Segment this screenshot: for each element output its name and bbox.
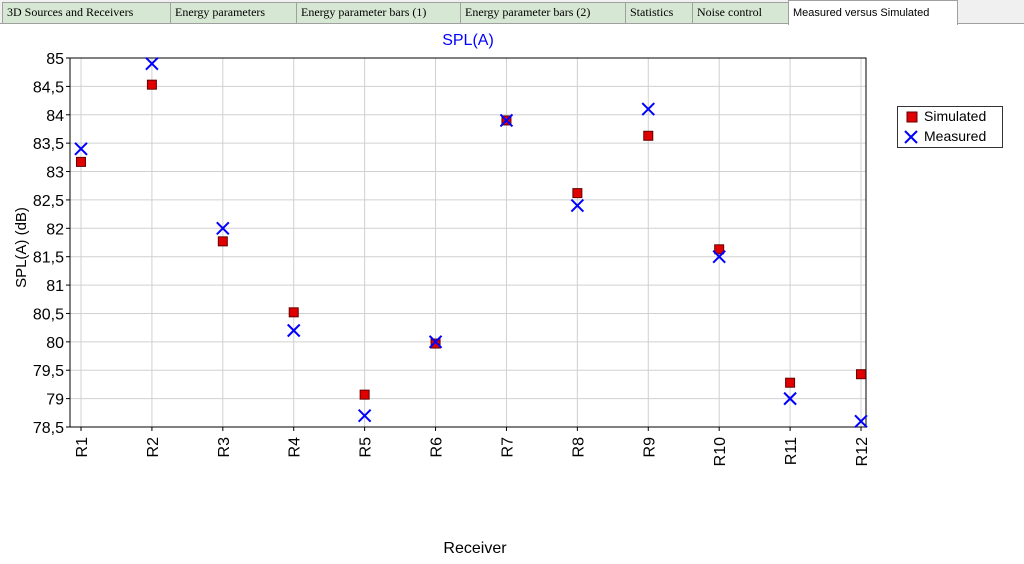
simulated-point bbox=[76, 156, 86, 167]
x-tick-label: R3 bbox=[216, 437, 233, 458]
y-axis-label: SPL(A) (dB) bbox=[13, 207, 30, 288]
simulated-point bbox=[359, 389, 370, 400]
measured-point bbox=[428, 335, 443, 349]
x-tick-label: R2 bbox=[145, 437, 162, 458]
legend: Simulated Measured bbox=[897, 106, 1003, 148]
tab-measured-vs-simulated[interactable]: Measured versus Simulated bbox=[788, 0, 958, 25]
x-tick-label: R7 bbox=[499, 437, 516, 458]
y-tick-label: 81 bbox=[46, 278, 64, 295]
measured-point bbox=[712, 249, 726, 264]
measured-point bbox=[145, 56, 159, 71]
tab-bar: 3D Sources and Receivers Energy paramete… bbox=[0, 0, 1024, 25]
simulated-point bbox=[643, 130, 654, 141]
x-tick-label: R6 bbox=[429, 437, 446, 458]
y-tick-label: 82 bbox=[46, 221, 64, 238]
square-marker-icon bbox=[906, 111, 918, 123]
y-tick-label: 85 bbox=[46, 51, 64, 68]
y-tick-label: 84 bbox=[46, 108, 64, 125]
y-tick-label: 83 bbox=[46, 165, 64, 182]
x-tick-label: R4 bbox=[287, 437, 304, 458]
x-tick-label: R9 bbox=[641, 437, 658, 458]
x-tick-label: R8 bbox=[570, 437, 587, 458]
y-tick-label: 80,5 bbox=[33, 306, 64, 323]
y-tick-label: 81,5 bbox=[33, 250, 64, 267]
measured-point bbox=[570, 198, 585, 213]
data-points bbox=[74, 56, 868, 429]
simulated-point bbox=[430, 338, 441, 349]
y-tick-labels: 78,5 79 79,5 80 80,5 81 81,5 82 82,5 83 83,5 84 84,5… bbox=[33, 51, 70, 437]
measured-point bbox=[357, 408, 372, 423]
legend-item-simulated: Simulated bbox=[898, 107, 1002, 127]
tab-energy-parameters[interactable]: Energy parameters bbox=[170, 2, 298, 23]
y-tick-label: 79 bbox=[46, 392, 64, 409]
x-tick-labels: R1 R2 R3 R4 R5 R6 R7 R8 R9 R10 R11 R12 bbox=[74, 427, 871, 466]
legend-label-measured: Measured bbox=[924, 128, 987, 144]
measured-point bbox=[287, 323, 301, 338]
y-tick-label: 82,5 bbox=[33, 193, 64, 210]
simulated-point bbox=[714, 244, 725, 255]
x-marker-icon bbox=[904, 130, 918, 144]
y-tick-label: 83,5 bbox=[33, 136, 64, 153]
simulated-point bbox=[785, 377, 796, 388]
plot-area bbox=[69, 57, 867, 428]
x-axis-label: Receiver bbox=[443, 540, 507, 557]
tab-3d-sources-receivers[interactable]: 3D Sources and Receivers bbox=[2, 2, 172, 23]
measured-point bbox=[74, 142, 88, 156]
legend-item-measured: Measured bbox=[898, 127, 1002, 147]
chart-title: SPL(A) bbox=[442, 32, 494, 49]
y-tick-label: 84,5 bbox=[33, 79, 64, 96]
simulated-point bbox=[288, 307, 299, 318]
tab-noise-control[interactable]: Noise control bbox=[692, 2, 790, 23]
simulated-point bbox=[572, 188, 583, 199]
simulated-point bbox=[146, 79, 157, 90]
y-tick-label: 79,5 bbox=[33, 363, 64, 380]
y-tick-label: 80 bbox=[46, 335, 64, 352]
measured-point bbox=[216, 221, 230, 236]
scatter-chart: 78,5 79 79,5 80 80,5 81 81,5 82 82,5 83 83,5 84 84,5… bbox=[13, 32, 871, 557]
x-tick-label: R1 bbox=[74, 437, 91, 458]
measured-point bbox=[854, 414, 868, 429]
y-tick-label: 78,5 bbox=[33, 420, 64, 437]
gridlines bbox=[70, 57, 866, 428]
measured-point bbox=[641, 102, 655, 116]
tab-energy-parameter-bars-1[interactable]: Energy parameter bars (1) bbox=[296, 2, 462, 23]
x-tick-label: R10 bbox=[712, 437, 729, 466]
measured-point bbox=[783, 391, 797, 406]
x-tick-label: R12 bbox=[854, 437, 871, 466]
tab-energy-parameter-bars-2[interactable]: Energy parameter bars (2) bbox=[460, 2, 627, 23]
x-tick-label: R11 bbox=[783, 437, 800, 465]
chart-panel: 78,5 79 79,5 80 80,5 81 81,5 82 82,5 83 83,5 84 84,5… bbox=[0, 23, 1024, 563]
x-tick-label: R5 bbox=[358, 437, 375, 458]
legend-label-simulated: Simulated bbox=[924, 108, 987, 124]
measured-point bbox=[499, 113, 514, 128]
tab-statistics[interactable]: Statistics bbox=[625, 2, 694, 23]
simulated-point bbox=[217, 236, 228, 247]
simulated-point bbox=[856, 369, 866, 380]
